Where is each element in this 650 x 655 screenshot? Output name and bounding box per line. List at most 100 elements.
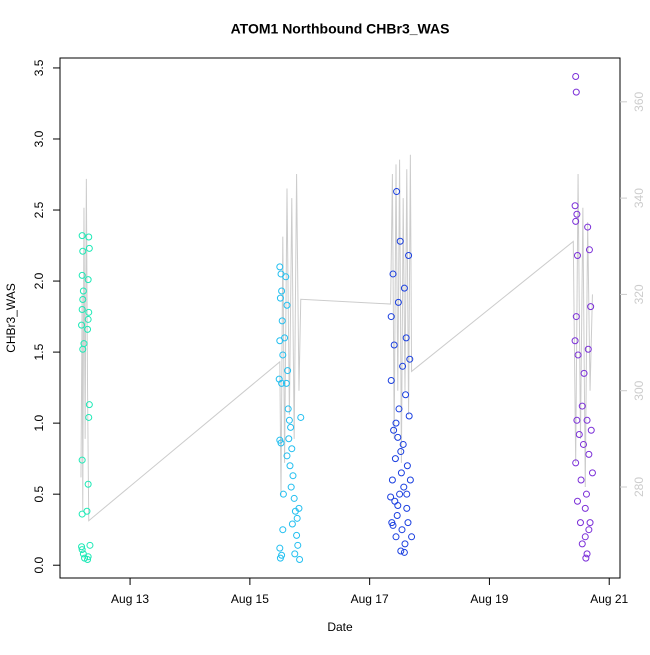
data-point [573,251,581,259]
y-tick-label: 3.0 [32,130,46,147]
y-tick-label: 2.5 [32,201,46,218]
data-point [396,490,404,498]
data-point [282,273,290,281]
data-point [587,303,595,311]
data-point [84,480,92,488]
data-point [291,550,299,558]
data-point [278,317,286,325]
data-point [578,540,586,548]
data-point [282,379,290,387]
data-point [388,476,396,484]
data-point [288,445,296,453]
data-point [387,313,395,321]
data-point [405,251,413,259]
data-point [84,553,92,561]
data-point [401,540,409,548]
data-point [576,519,584,527]
data-point [289,472,297,480]
plot-frame [59,57,621,579]
data-point [585,526,593,534]
data-point [84,315,92,323]
data-point [78,321,86,329]
data-point [574,351,582,359]
y-tick-label: 1.0 [32,414,46,431]
data-point [392,419,400,427]
data-point [405,412,413,420]
data-point [587,426,595,434]
data-point [278,287,286,295]
data-point [408,533,416,541]
data-point [281,334,289,342]
y2-tick-label: 320 [632,284,646,304]
data-point [296,556,304,564]
x-tick-label: Aug 13 [111,592,149,606]
data-point [392,533,400,541]
data-point [397,469,405,477]
data-point [394,298,402,306]
y-tick-label: 3.5 [32,59,46,76]
data-point [398,526,406,534]
data-point [390,426,398,434]
data-point [78,456,86,464]
data-point [85,308,93,316]
data-point [293,531,301,539]
data-point [581,504,589,512]
data-point [572,72,580,80]
data-point [387,493,395,501]
data-point [573,210,581,218]
data-point [286,462,294,470]
data-point [295,504,303,512]
data-point [571,337,579,345]
data-point [285,416,293,424]
data-point [287,423,295,431]
data-point [397,547,405,555]
data-point [402,334,410,342]
data-point [84,556,92,564]
data-point [284,405,292,413]
data-point [294,541,302,549]
y2-tick-label: 280 [632,477,646,497]
data-point [293,514,301,522]
data-point [276,544,284,552]
data-point [393,511,401,519]
y-tick-label: 1.5 [32,343,46,360]
x-tick-label: Aug 15 [231,592,269,606]
data-point [583,416,591,424]
data-point [400,548,408,556]
data-point [391,497,399,505]
data-point [585,246,593,254]
data-point [580,369,588,377]
data-point [402,391,410,399]
data-point [284,367,292,375]
data-point [399,440,407,448]
data-point [283,452,291,460]
data-point [285,435,293,443]
y-tick-label: 0.0 [32,557,46,574]
y2-tick-label: 360 [632,91,646,111]
data-point [277,439,285,447]
data-point [389,521,397,529]
data-point [278,551,286,559]
data-point [575,431,583,439]
data-point [584,223,592,231]
data-point [390,341,398,349]
data-point [84,276,92,284]
x-tick-label: Aug 21 [590,592,628,606]
data-point [287,483,295,491]
data-point [573,497,581,505]
y-tick-label: 2.0 [32,272,46,289]
data-point [404,519,412,527]
data-point [572,459,580,467]
data-point [290,494,298,502]
data-point [279,351,287,359]
data-point [79,345,87,353]
data-point [78,232,86,240]
data-point [579,440,587,448]
data-point [297,413,305,421]
data-point [394,502,402,510]
data-point [583,550,591,558]
data-point [578,402,586,410]
data-point [584,345,592,353]
y-axis-label: CHBr3_WAS [4,283,18,353]
